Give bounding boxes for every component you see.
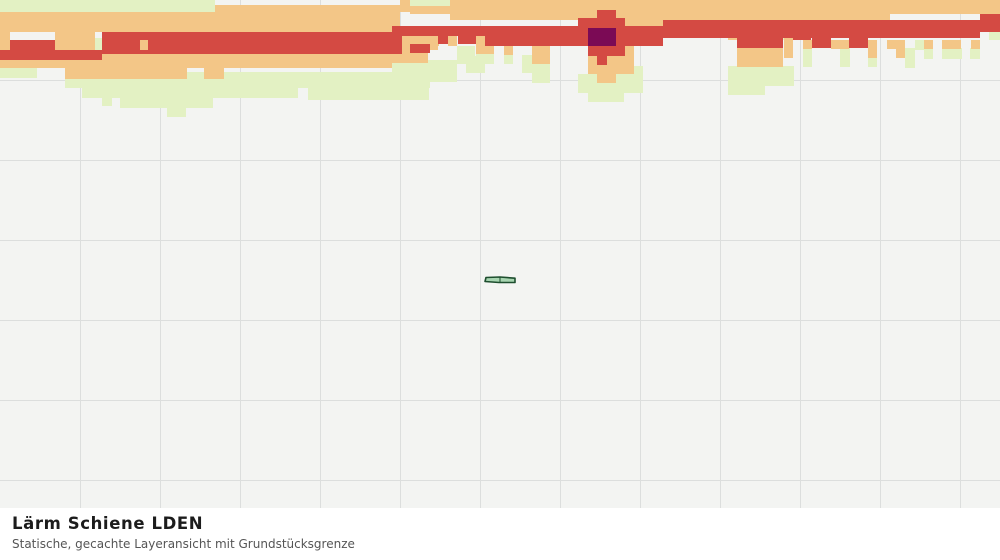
noise-band-high [0, 10, 1000, 65]
map-view[interactable] [0, 0, 1000, 508]
noise-map-layer [0, 0, 1000, 508]
layer-title: Lärm Schiene LDEN [12, 514, 204, 533]
map-grid [0, 0, 1000, 508]
layer-subtitle: Statische, gecachte Layeransicht mit Gru… [12, 537, 355, 551]
noise-band-very-high [588, 28, 616, 46]
map-caption: Lärm Schiene LDEN Statische, gecachte La… [0, 508, 1000, 560]
parcel-boundary-icon[interactable] [484, 276, 516, 284]
